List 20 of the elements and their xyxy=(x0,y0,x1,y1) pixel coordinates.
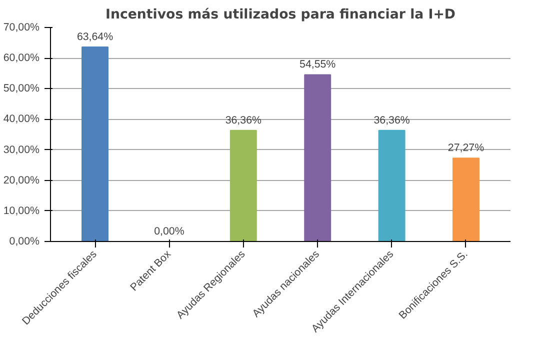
y-tick-label: 70,00% xyxy=(3,22,40,34)
bar xyxy=(230,130,257,242)
y-tick-label: 10,00% xyxy=(3,204,40,217)
y-tick-label: 30,00% xyxy=(3,144,40,156)
data-label: 36,36% xyxy=(225,114,262,126)
data-label: 0,00% xyxy=(154,226,185,238)
y-tick-label: 50,00% xyxy=(3,82,40,95)
y-tick-label: 0,00% xyxy=(9,236,40,248)
chart-title: Incentivos más utilizados para financiar la I+D xyxy=(106,8,456,22)
y-tick-label: 40,00% xyxy=(3,113,40,126)
bar xyxy=(304,74,332,242)
data-label: 27,27% xyxy=(448,142,485,154)
y-tick-label: 20,00% xyxy=(3,174,40,186)
bar xyxy=(82,46,108,242)
y-tick-label: 60,00% xyxy=(3,52,40,64)
bar xyxy=(452,158,480,242)
data-label: 63,64% xyxy=(76,30,114,43)
data-label: 36,36% xyxy=(374,114,410,126)
bar xyxy=(378,130,406,242)
data-label: 54,55% xyxy=(300,58,336,71)
